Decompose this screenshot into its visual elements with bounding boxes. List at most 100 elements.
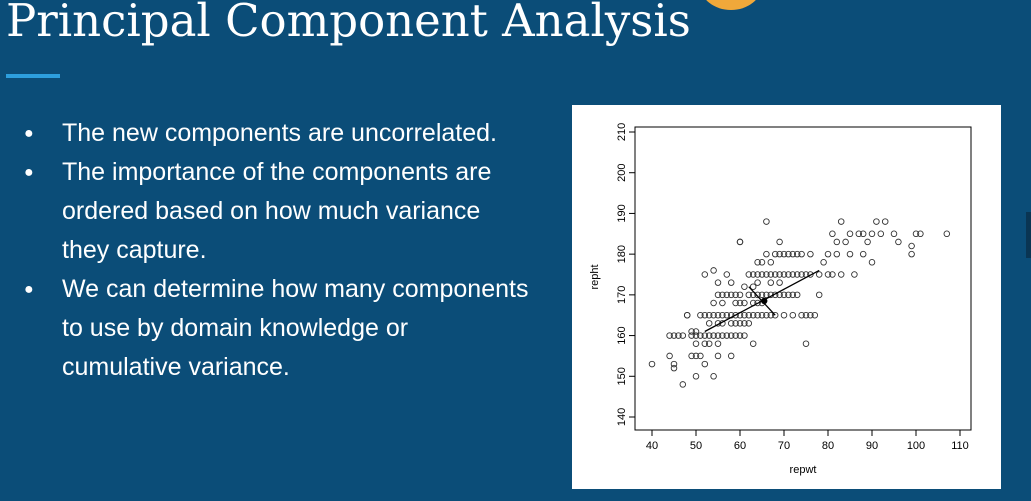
data-point — [829, 230, 836, 238]
data-point — [723, 332, 731, 339]
x-tick-label: 90 — [866, 440, 878, 452]
data-point — [710, 311, 717, 319]
data-point — [864, 238, 871, 246]
data-point — [807, 271, 814, 278]
data-point — [771, 311, 779, 319]
data-point — [829, 271, 836, 278]
bullet-item: We can determine how many components to … — [14, 270, 534, 387]
data-point — [859, 250, 867, 258]
data-point — [908, 250, 915, 258]
data-point — [776, 250, 783, 258]
data-point — [723, 271, 731, 278]
data-point — [776, 279, 783, 286]
data-point — [763, 271, 770, 278]
data-point — [719, 299, 726, 307]
data-point — [723, 291, 731, 299]
data-point — [688, 328, 695, 335]
data-point — [719, 291, 726, 299]
data-point — [798, 271, 805, 278]
data-point — [714, 340, 722, 347]
data-point — [705, 332, 713, 339]
data-point — [701, 271, 709, 278]
y-tick-label: 150 — [616, 367, 628, 385]
data-point — [736, 238, 744, 246]
data-point — [736, 299, 744, 307]
data-point — [785, 291, 792, 299]
x-axis-label: repwt — [790, 464, 817, 476]
data-point — [754, 299, 761, 307]
data-point — [714, 291, 722, 299]
y-tick-label: 140 — [616, 408, 628, 426]
data-point — [688, 332, 695, 339]
data-point — [763, 311, 770, 319]
data-point — [692, 332, 700, 339]
y-axis-label: repht — [589, 264, 601, 289]
data-point — [793, 291, 801, 299]
data-point — [727, 279, 735, 286]
data-point — [798, 250, 805, 258]
data-point — [705, 340, 713, 347]
data-point — [943, 230, 951, 238]
data-point — [732, 332, 739, 339]
y-tick-label: 210 — [616, 123, 628, 141]
data-point — [701, 360, 709, 368]
lines-layer — [704, 269, 820, 333]
data-point — [741, 311, 748, 319]
data-point — [683, 311, 691, 319]
data-point — [754, 311, 761, 319]
slide-title: Principal Component Analysis — [6, 0, 691, 47]
data-point — [714, 311, 722, 319]
data-point — [732, 299, 739, 307]
y-tick-label: 180 — [616, 245, 628, 263]
data-point — [754, 291, 761, 299]
data-point — [815, 291, 823, 299]
data-point — [670, 332, 678, 339]
data-point — [855, 230, 863, 238]
data-point — [692, 373, 700, 380]
data-point — [745, 320, 753, 327]
data-point — [666, 332, 673, 339]
data-point — [815, 271, 823, 278]
data-point — [837, 271, 845, 278]
data-point — [758, 271, 766, 278]
y-axis: 140 150 160 170 180 190 200 210 — [616, 123, 635, 426]
data-point — [710, 373, 717, 380]
data-point — [701, 332, 709, 339]
scatter-chart: 40 50 60 70 80 90 100 110 140 150 160 170 180 190 200… — [589, 123, 972, 476]
data-point — [692, 352, 700, 360]
data-point — [714, 279, 722, 286]
title-underline — [6, 74, 60, 78]
data-point — [697, 352, 704, 360]
data-point — [705, 311, 713, 319]
data-point — [824, 271, 832, 278]
data-point — [705, 320, 713, 327]
data-point — [749, 340, 757, 347]
data-point — [754, 259, 761, 266]
x-tick-label: 40 — [646, 440, 658, 452]
data-point — [732, 291, 739, 299]
x-tick-label: 100 — [907, 440, 925, 452]
x-tick-label: 50 — [690, 440, 702, 452]
data-point — [727, 291, 735, 299]
data-point — [714, 352, 722, 360]
data-point — [881, 218, 889, 225]
x-tick-label: 70 — [778, 440, 790, 452]
data-point — [710, 332, 717, 339]
data-point — [679, 381, 687, 388]
data-point — [714, 332, 722, 339]
accent-circle — [700, 0, 762, 10]
data-point — [697, 311, 704, 319]
data-point — [908, 242, 915, 250]
data-point — [749, 271, 757, 278]
data-point — [890, 230, 898, 238]
data-point — [824, 250, 832, 258]
data-point — [675, 332, 682, 339]
data-point — [780, 271, 788, 278]
y-tick-label: 200 — [616, 164, 628, 182]
data-point — [692, 340, 700, 347]
data-point — [851, 271, 858, 278]
data-point — [776, 271, 783, 278]
data-point — [793, 250, 801, 258]
data-point — [701, 311, 709, 319]
data-point — [780, 250, 788, 258]
